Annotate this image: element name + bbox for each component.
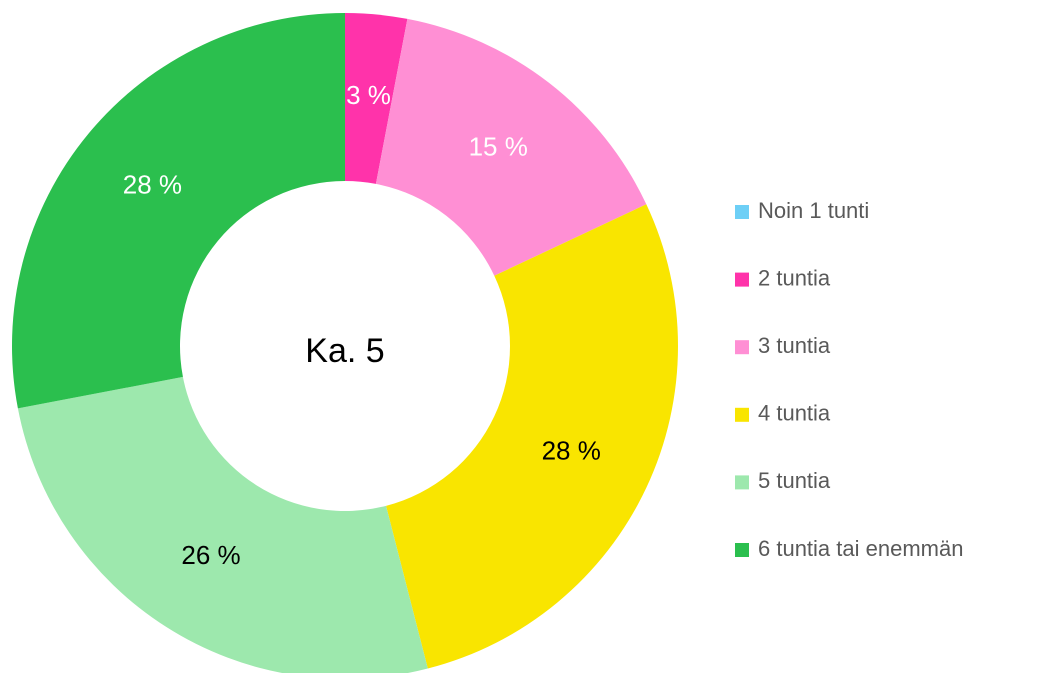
value-label: 28 % xyxy=(123,170,182,200)
legend-swatch xyxy=(735,205,749,219)
legend-swatch xyxy=(735,543,749,557)
legend-swatch xyxy=(735,340,749,355)
slice xyxy=(345,13,408,184)
value-label: 28 % xyxy=(542,435,601,465)
value-label: 15 % xyxy=(469,131,528,161)
slice xyxy=(11,13,345,409)
value-label: 26 % xyxy=(181,540,240,570)
legend-label: 2 tuntia xyxy=(758,265,831,290)
legend-swatch xyxy=(735,407,749,422)
legend-swatch xyxy=(735,475,749,490)
slice xyxy=(386,204,678,669)
legend-label: 6 tuntia tai enemmän xyxy=(758,536,963,561)
legend-label: 3 tuntia xyxy=(758,333,831,358)
center-text: Ka. 5 xyxy=(305,332,384,370)
legend-label: Noin 1 tunti xyxy=(758,198,869,223)
legend-swatch xyxy=(735,272,749,287)
slice xyxy=(375,18,647,276)
legend-label: 5 tuntia xyxy=(758,468,831,493)
value-label: 3 % xyxy=(346,80,391,110)
slice xyxy=(17,376,428,673)
legend-label: 4 tuntia xyxy=(758,401,831,426)
